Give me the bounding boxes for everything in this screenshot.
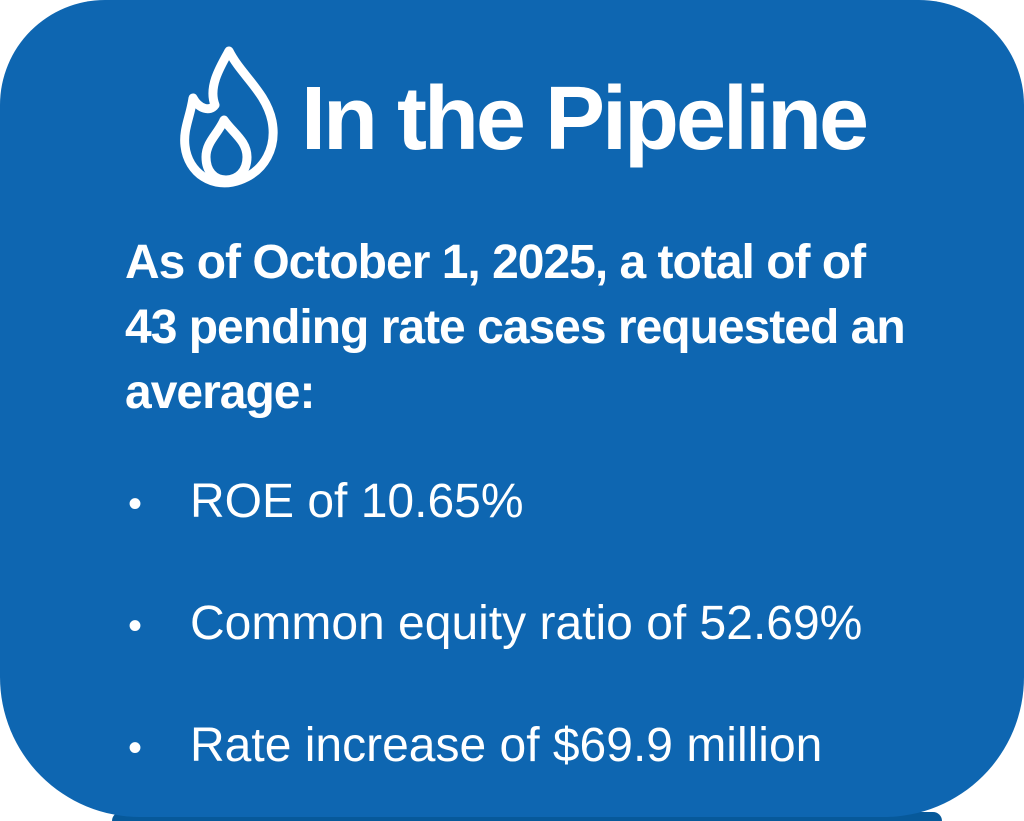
card-title: In the Pipeline bbox=[301, 69, 869, 169]
list-item: • Common equity ratio of 52.69% bbox=[128, 600, 862, 650]
bullet-text: Common equity ratio of 52.69% bbox=[190, 597, 863, 650]
card-header: In the Pipeline bbox=[163, 45, 869, 193]
intro-text: As of October 1, 2025, a total of of 43 … bbox=[125, 236, 906, 419]
list-item: • Rate increase of $69.9 million bbox=[128, 722, 862, 772]
bullet-dot: • bbox=[128, 604, 143, 648]
flame-icon bbox=[163, 45, 293, 193]
bullet-text: Rate increase of $69.9 million bbox=[190, 719, 823, 772]
list-item: • ROE of 10.65% bbox=[128, 478, 862, 528]
bullet-text: ROE of 10.65% bbox=[190, 475, 524, 528]
bullet-list: • ROE of 10.65% • Common equity ratio of… bbox=[128, 478, 862, 821]
bullet-dot: • bbox=[128, 726, 143, 770]
bullet-dot: • bbox=[128, 482, 143, 526]
